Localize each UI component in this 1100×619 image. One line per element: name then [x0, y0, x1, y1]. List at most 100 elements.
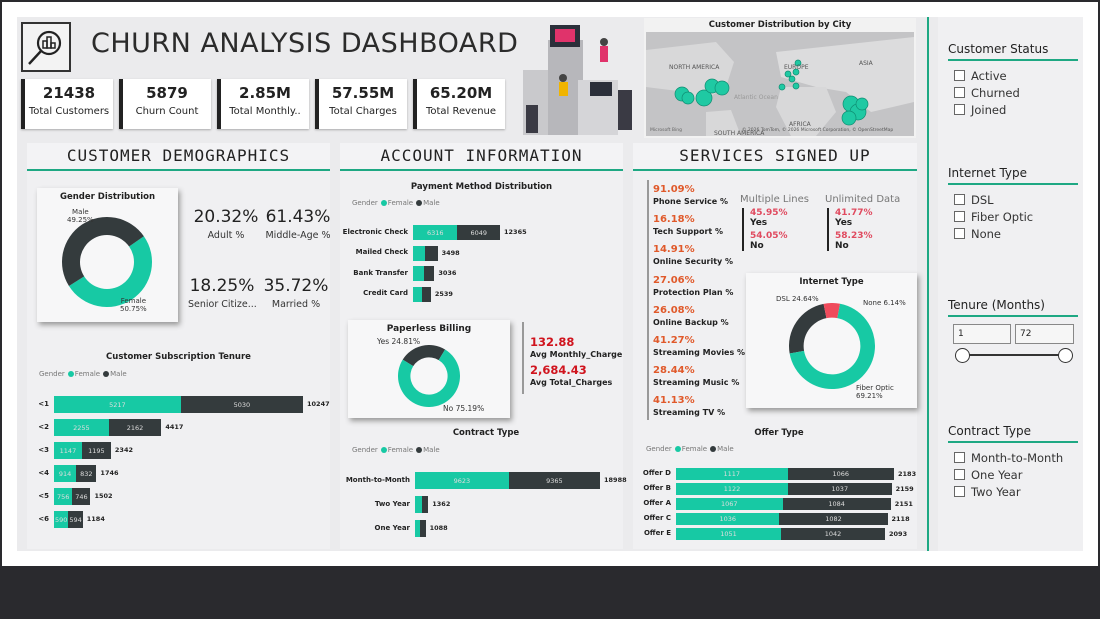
- bar-female[interactable]: [415, 496, 422, 513]
- donut-slice-female[interactable]: [68, 236, 152, 307]
- bar-female[interactable]: 1117: [676, 468, 788, 480]
- tenure-slider-min-handle[interactable]: [955, 348, 970, 363]
- bar-female[interactable]: 1147: [54, 442, 82, 459]
- filter-option[interactable]: Month-to-Month: [954, 451, 1078, 465]
- bar-female[interactable]: 5217: [54, 396, 181, 413]
- bar-female[interactable]: 590: [54, 511, 69, 528]
- internet-type-donut[interactable]: [789, 303, 875, 389]
- bar-female[interactable]: 914: [54, 465, 77, 482]
- chart-title: Paperless Billing: [386, 324, 472, 334]
- bar-male[interactable]: 2162: [108, 419, 162, 436]
- map-canvas[interactable]: [646, 32, 914, 136]
- stat-value: 35.72%: [263, 276, 329, 296]
- bar-male[interactable]: 5030: [180, 396, 303, 413]
- checkbox[interactable]: [954, 228, 965, 239]
- checkbox[interactable]: [954, 104, 965, 115]
- checkbox[interactable]: [954, 469, 965, 480]
- bar-male[interactable]: 746: [72, 488, 91, 505]
- checkbox[interactable]: [954, 452, 965, 463]
- checkbox[interactable]: [954, 486, 965, 497]
- bar-row: Offer A 1067 1084 2151: [0, 498, 1100, 510]
- filter-customer-status: Customer Status Active Churned Joined: [948, 42, 1078, 117]
- service-value: 28.44%: [653, 365, 695, 377]
- bar-female[interactable]: [413, 245, 426, 261]
- map-attribution[interactable]: © 2026 TomTom, © 2026 Microsoft Corporat…: [742, 128, 894, 133]
- bar-female[interactable]: 1122: [676, 483, 789, 495]
- kpi-card: 21438 Total Customers: [21, 79, 113, 129]
- donut-slice-dsl[interactable]: [789, 303, 827, 354]
- bar-male[interactable]: 1084: [782, 498, 891, 510]
- bar-value-label: 5030: [233, 400, 251, 409]
- chart-title: Internet Type: [799, 277, 864, 287]
- bar-female[interactable]: 9623: [415, 472, 509, 489]
- bar-male[interactable]: 1195: [81, 442, 111, 459]
- bar-female[interactable]: 756: [54, 488, 73, 505]
- chart-legend: Gender Female Male: [352, 446, 440, 454]
- filter-option[interactable]: One Year: [954, 468, 1078, 482]
- bar-category-label: <4: [38, 468, 49, 477]
- paperless-donut[interactable]: [398, 345, 460, 407]
- service-value: 16.18%: [653, 214, 695, 226]
- service-value: 26.08%: [653, 304, 695, 316]
- filter-option[interactable]: Two Year: [954, 485, 1078, 499]
- bar-male[interactable]: [425, 245, 438, 261]
- service-value: 41.27%: [653, 335, 695, 346]
- checkbox[interactable]: [954, 211, 965, 222]
- bar-male[interactable]: 9365: [508, 472, 600, 489]
- unlimited-data-card: Unlimited Data 41.77% Yes 58.23% No: [825, 194, 901, 251]
- checkbox[interactable]: [954, 87, 965, 98]
- checkbox[interactable]: [954, 70, 965, 81]
- bar-row: <3 1147 1195 2342: [0, 442, 1100, 459]
- tenure-min-input[interactable]: 1: [953, 324, 1011, 344]
- bar-male[interactable]: [423, 266, 435, 281]
- donut-slice-none[interactable]: [823, 303, 841, 319]
- tenure-max-input[interactable]: 72: [1015, 324, 1074, 344]
- bar-female[interactable]: 2255: [54, 419, 109, 436]
- chart-title: Contract Type: [452, 428, 520, 438]
- donut-slice-yes[interactable]: [402, 345, 446, 367]
- bar-male[interactable]: [422, 286, 431, 302]
- filter-option[interactable]: Joined: [954, 102, 1078, 117]
- filter-option[interactable]: Fiber Optic: [954, 210, 1078, 224]
- bar-male[interactable]: 1037: [788, 483, 892, 495]
- option-label: Churned: [971, 85, 1020, 100]
- tenure-slider-track[interactable]: [962, 354, 1066, 356]
- bar-female[interactable]: 1067: [676, 498, 783, 510]
- filter-option[interactable]: Churned: [954, 85, 1078, 100]
- bar-female[interactable]: [413, 266, 424, 281]
- filter-option[interactable]: None: [954, 227, 1078, 241]
- bar-row: Offer C 1036 1082 2118: [0, 513, 1100, 525]
- bar-total-label: 12365: [504, 228, 527, 236]
- bar-male[interactable]: 594: [68, 511, 83, 528]
- option-label: Joined: [971, 102, 1007, 117]
- kpi-label: Churn Count: [135, 106, 199, 117]
- bar-male[interactable]: [420, 520, 426, 537]
- tenure-slider-max-handle[interactable]: [1058, 348, 1073, 363]
- bar-female[interactable]: [413, 286, 423, 302]
- section-services-signed-up: SERVICES SIGNED UP: [633, 143, 917, 171]
- city-map[interactable]: Customer Distribution by City NORTH AMER…: [644, 18, 916, 138]
- stat-label: Senior Citize...: [188, 299, 257, 310]
- bar-row: One Year 1088: [0, 520, 1100, 537]
- bar-male[interactable]: 1082: [779, 513, 888, 525]
- filter-title: Customer Status: [948, 42, 1078, 61]
- bar-male[interactable]: [421, 496, 429, 513]
- gender-donut[interactable]: [62, 217, 152, 307]
- bar-value-label: 1042: [824, 530, 842, 538]
- bar-row: Two Year 1362: [0, 496, 1100, 513]
- checkbox[interactable]: [954, 194, 965, 205]
- bar-male[interactable]: 1066: [787, 468, 894, 480]
- donut-slice-male[interactable]: [62, 217, 144, 287]
- bar-male[interactable]: 832: [76, 465, 97, 482]
- bar-female[interactable]: [415, 520, 421, 537]
- filter-option[interactable]: DSL: [954, 193, 1078, 207]
- bar-male[interactable]: 6049: [457, 225, 500, 240]
- bar-female[interactable]: 6316: [413, 225, 458, 240]
- bar-female[interactable]: 1036: [676, 513, 780, 525]
- bar-male[interactable]: 1042: [780, 528, 885, 540]
- bar-female[interactable]: 1051: [676, 528, 781, 540]
- donut-slice-fiber-optic[interactable]: [789, 303, 875, 389]
- multiple-lines-card: Multiple Lines 45.95% Yes 54.05% No: [740, 194, 809, 251]
- filter-option[interactable]: Active: [954, 69, 1078, 83]
- donut-slice-no[interactable]: [398, 349, 460, 407]
